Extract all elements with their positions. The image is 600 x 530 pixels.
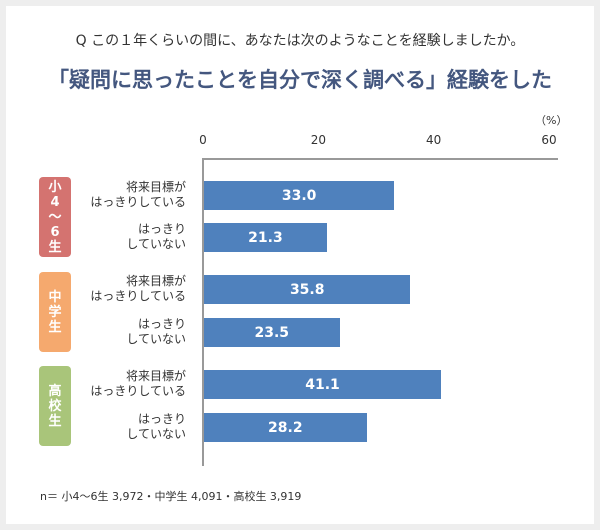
- data-label: 33.0: [281, 187, 317, 204]
- category-label-line: していない: [126, 237, 186, 251]
- unit-label: （%）: [535, 114, 568, 127]
- group-badge-char: 生: [48, 239, 62, 255]
- bar: 28.2: [204, 413, 367, 442]
- bar: 35.8: [204, 275, 411, 304]
- category-label: 将来目標が はっきりしている: [46, 274, 186, 304]
- group-badge-char: 高: [48, 383, 62, 399]
- question-text: Q この１年くらいの間に、あなたは次のようなことを経験しましたか。: [75, 33, 525, 49]
- x-axis-line: [203, 158, 558, 160]
- group-badge-char: 学: [48, 304, 62, 320]
- data-label: 28.2: [268, 419, 303, 436]
- category-label-line: はっきりしている: [90, 289, 186, 303]
- group-badge-char: 6: [50, 224, 60, 240]
- category-label: はっきり していない: [46, 412, 186, 442]
- y-axis-line: [202, 158, 204, 466]
- data-label: 23.5: [254, 324, 290, 341]
- group-badge-char: 4: [50, 194, 60, 210]
- category-label-line: 将来目標が: [125, 180, 186, 194]
- group-badge: 中学生: [39, 272, 71, 352]
- category-label: 将来目標が はっきりしている: [46, 369, 186, 399]
- category-label-line: はっきり: [137, 317, 186, 331]
- x-tick-label: 60: [541, 133, 557, 147]
- category-label: はっきり していない: [46, 317, 186, 347]
- category-label-line: はっきりしている: [90, 195, 186, 209]
- category-label-line: はっきり: [137, 222, 186, 236]
- group-badge-char: 小: [48, 179, 62, 195]
- group-badge-char: 校: [48, 398, 62, 414]
- group-badge: 高校生: [39, 366, 71, 446]
- group-badge: 小 4 〜 6 生: [39, 177, 71, 257]
- bar: 23.5: [204, 318, 340, 347]
- group-badge-char: 生: [48, 319, 62, 335]
- category-label-line: していない: [126, 427, 186, 441]
- group-badge-char: 中: [48, 289, 62, 305]
- x-tick-label: 40: [426, 133, 442, 147]
- group-badge-char: 生: [48, 413, 62, 429]
- bar: 41.1: [204, 370, 441, 399]
- bar: 21.3: [204, 223, 327, 252]
- category-label: はっきり していない: [46, 222, 186, 252]
- data-label: 41.1: [305, 376, 340, 393]
- data-label: 35.8: [289, 281, 325, 298]
- category-label-line: 将来目標が: [125, 274, 186, 288]
- category-label-line: はっきり: [137, 412, 186, 426]
- x-tick-label: 0: [199, 133, 207, 147]
- sample-size-note: n＝ 小4〜6生 3,972・中学生 4,091・高校生 3,919: [40, 490, 302, 503]
- bar: 33.0: [204, 181, 395, 210]
- category-label-line: していない: [126, 332, 186, 346]
- category-label-line: 将来目標が: [125, 369, 186, 383]
- chart-title: 「疑問に思ったことを自分で深く調べる」経験をした: [48, 68, 552, 92]
- category-label: 将来目標が はっきりしている: [46, 180, 186, 210]
- x-tick-label: 20: [310, 133, 326, 147]
- data-label: 21.3: [248, 229, 283, 246]
- group-badge-char: 〜: [48, 209, 62, 225]
- category-label-line: はっきりしている: [90, 384, 186, 398]
